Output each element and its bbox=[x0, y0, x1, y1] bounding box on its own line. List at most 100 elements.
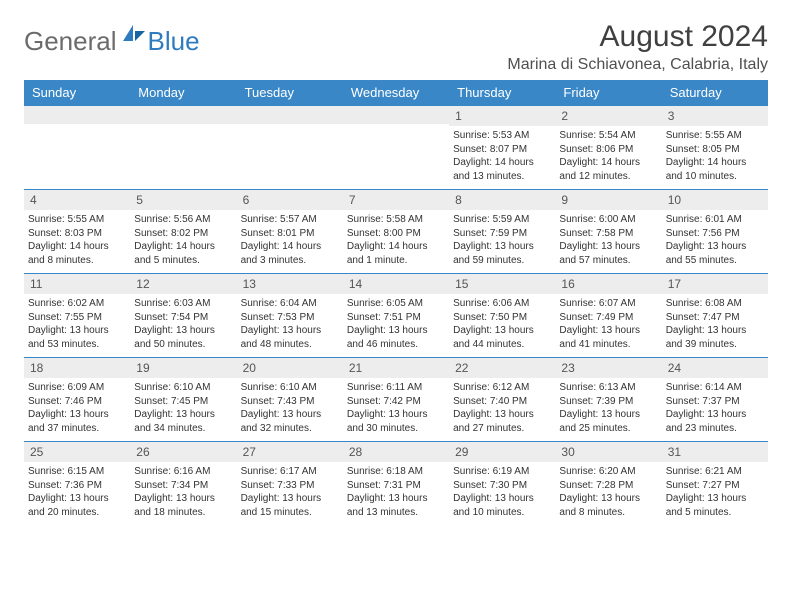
sunrise-text: Sunrise: 5:58 AM bbox=[347, 213, 445, 227]
day-number: 2 bbox=[555, 106, 661, 126]
sunset-text: Sunset: 7:40 PM bbox=[453, 395, 551, 409]
sunrise-text: Sunrise: 6:07 AM bbox=[559, 297, 657, 311]
calendar-week-row: 11Sunrise: 6:02 AMSunset: 7:55 PMDayligh… bbox=[24, 274, 768, 358]
daylight-text: Daylight: 13 hours and 44 minutes. bbox=[453, 324, 551, 351]
day-number: 7 bbox=[343, 190, 449, 210]
sunset-text: Sunset: 7:27 PM bbox=[666, 479, 764, 493]
day-number: 30 bbox=[555, 442, 661, 462]
calendar-day-cell: 20Sunrise: 6:10 AMSunset: 7:43 PMDayligh… bbox=[237, 358, 343, 442]
calendar-day-cell: 11Sunrise: 6:02 AMSunset: 7:55 PMDayligh… bbox=[24, 274, 130, 358]
day-number bbox=[343, 106, 449, 124]
sunrise-text: Sunrise: 6:21 AM bbox=[666, 465, 764, 479]
day-body: Sunrise: 6:15 AMSunset: 7:36 PMDaylight:… bbox=[24, 462, 130, 525]
sunset-text: Sunset: 7:58 PM bbox=[559, 227, 657, 241]
sunrise-text: Sunrise: 6:02 AM bbox=[28, 297, 126, 311]
sunrise-text: Sunrise: 5:55 AM bbox=[28, 213, 126, 227]
day-header: Tuesday bbox=[237, 80, 343, 106]
day-number: 10 bbox=[662, 190, 768, 210]
daylight-text: Daylight: 13 hours and 59 minutes. bbox=[453, 240, 551, 267]
day-body: Sunrise: 6:08 AMSunset: 7:47 PMDaylight:… bbox=[662, 294, 768, 357]
day-body: Sunrise: 6:18 AMSunset: 7:31 PMDaylight:… bbox=[343, 462, 449, 525]
calendar-day-cell: 27Sunrise: 6:17 AMSunset: 7:33 PMDayligh… bbox=[237, 442, 343, 526]
sunset-text: Sunset: 7:55 PM bbox=[28, 311, 126, 325]
daylight-text: Daylight: 13 hours and 20 minutes. bbox=[28, 492, 126, 519]
sunrise-text: Sunrise: 6:08 AM bbox=[666, 297, 764, 311]
sunrise-text: Sunrise: 6:20 AM bbox=[559, 465, 657, 479]
calendar-day-cell: 4Sunrise: 5:55 AMSunset: 8:03 PMDaylight… bbox=[24, 190, 130, 274]
calendar-day-cell: 7Sunrise: 5:58 AMSunset: 8:00 PMDaylight… bbox=[343, 190, 449, 274]
daylight-text: Daylight: 13 hours and 10 minutes. bbox=[453, 492, 551, 519]
sunset-text: Sunset: 7:34 PM bbox=[134, 479, 232, 493]
calendar-day-cell: 24Sunrise: 6:14 AMSunset: 7:37 PMDayligh… bbox=[662, 358, 768, 442]
day-body: Sunrise: 6:12 AMSunset: 7:40 PMDaylight:… bbox=[449, 378, 555, 441]
daylight-text: Daylight: 13 hours and 23 minutes. bbox=[666, 408, 764, 435]
day-body: Sunrise: 5:55 AMSunset: 8:03 PMDaylight:… bbox=[24, 210, 130, 273]
day-header: Sunday bbox=[24, 80, 130, 106]
day-number: 11 bbox=[24, 274, 130, 294]
daylight-text: Daylight: 13 hours and 53 minutes. bbox=[28, 324, 126, 351]
sunset-text: Sunset: 7:37 PM bbox=[666, 395, 764, 409]
day-number: 13 bbox=[237, 274, 343, 294]
day-body: Sunrise: 5:57 AMSunset: 8:01 PMDaylight:… bbox=[237, 210, 343, 273]
day-body: Sunrise: 6:01 AMSunset: 7:56 PMDaylight:… bbox=[662, 210, 768, 273]
calendar-day-cell: 10Sunrise: 6:01 AMSunset: 7:56 PMDayligh… bbox=[662, 190, 768, 274]
calendar-week-row: 18Sunrise: 6:09 AMSunset: 7:46 PMDayligh… bbox=[24, 358, 768, 442]
day-number: 1 bbox=[449, 106, 555, 126]
calendar-day-cell: 14Sunrise: 6:05 AMSunset: 7:51 PMDayligh… bbox=[343, 274, 449, 358]
day-number: 27 bbox=[237, 442, 343, 462]
logo-sail-icon bbox=[121, 23, 147, 50]
daylight-text: Daylight: 13 hours and 30 minutes. bbox=[347, 408, 445, 435]
day-number: 8 bbox=[449, 190, 555, 210]
calendar-day-cell: 21Sunrise: 6:11 AMSunset: 7:42 PMDayligh… bbox=[343, 358, 449, 442]
calendar-day-cell: 25Sunrise: 6:15 AMSunset: 7:36 PMDayligh… bbox=[24, 442, 130, 526]
day-number bbox=[24, 106, 130, 124]
calendar-day-cell bbox=[343, 106, 449, 190]
day-number: 20 bbox=[237, 358, 343, 378]
day-header: Saturday bbox=[662, 80, 768, 106]
calendar-day-cell: 28Sunrise: 6:18 AMSunset: 7:31 PMDayligh… bbox=[343, 442, 449, 526]
calendar-day-cell bbox=[237, 106, 343, 190]
day-body: Sunrise: 6:10 AMSunset: 7:43 PMDaylight:… bbox=[237, 378, 343, 441]
daylight-text: Daylight: 14 hours and 12 minutes. bbox=[559, 156, 657, 183]
day-body bbox=[130, 124, 236, 180]
day-number: 9 bbox=[555, 190, 661, 210]
day-body bbox=[343, 124, 449, 180]
day-body: Sunrise: 6:09 AMSunset: 7:46 PMDaylight:… bbox=[24, 378, 130, 441]
day-body: Sunrise: 5:59 AMSunset: 7:59 PMDaylight:… bbox=[449, 210, 555, 273]
day-body: Sunrise: 6:21 AMSunset: 7:27 PMDaylight:… bbox=[662, 462, 768, 525]
calendar-day-cell: 17Sunrise: 6:08 AMSunset: 7:47 PMDayligh… bbox=[662, 274, 768, 358]
daylight-text: Daylight: 13 hours and 55 minutes. bbox=[666, 240, 764, 267]
sunset-text: Sunset: 7:54 PM bbox=[134, 311, 232, 325]
calendar-week-row: 1Sunrise: 5:53 AMSunset: 8:07 PMDaylight… bbox=[24, 106, 768, 190]
sunset-text: Sunset: 8:07 PM bbox=[453, 143, 551, 157]
sunrise-text: Sunrise: 6:10 AM bbox=[134, 381, 232, 395]
day-number: 21 bbox=[343, 358, 449, 378]
day-number: 6 bbox=[237, 190, 343, 210]
sunrise-text: Sunrise: 6:15 AM bbox=[28, 465, 126, 479]
day-body: Sunrise: 6:16 AMSunset: 7:34 PMDaylight:… bbox=[130, 462, 236, 525]
calendar-day-cell: 30Sunrise: 6:20 AMSunset: 7:28 PMDayligh… bbox=[555, 442, 661, 526]
calendar-body: 1Sunrise: 5:53 AMSunset: 8:07 PMDaylight… bbox=[24, 106, 768, 526]
day-body: Sunrise: 6:19 AMSunset: 7:30 PMDaylight:… bbox=[449, 462, 555, 525]
day-number: 16 bbox=[555, 274, 661, 294]
sunset-text: Sunset: 8:05 PM bbox=[666, 143, 764, 157]
sunrise-text: Sunrise: 6:06 AM bbox=[453, 297, 551, 311]
calendar-day-cell: 22Sunrise: 6:12 AMSunset: 7:40 PMDayligh… bbox=[449, 358, 555, 442]
day-body: Sunrise: 6:02 AMSunset: 7:55 PMDaylight:… bbox=[24, 294, 130, 357]
sunrise-text: Sunrise: 6:19 AM bbox=[453, 465, 551, 479]
daylight-text: Daylight: 13 hours and 41 minutes. bbox=[559, 324, 657, 351]
calendar-day-cell: 26Sunrise: 6:16 AMSunset: 7:34 PMDayligh… bbox=[130, 442, 236, 526]
sunset-text: Sunset: 7:56 PM bbox=[666, 227, 764, 241]
day-number: 25 bbox=[24, 442, 130, 462]
day-number: 12 bbox=[130, 274, 236, 294]
sunset-text: Sunset: 7:43 PM bbox=[241, 395, 339, 409]
day-number: 3 bbox=[662, 106, 768, 126]
daylight-text: Daylight: 14 hours and 8 minutes. bbox=[28, 240, 126, 267]
sunrise-text: Sunrise: 6:10 AM bbox=[241, 381, 339, 395]
calendar-day-cell: 31Sunrise: 6:21 AMSunset: 7:27 PMDayligh… bbox=[662, 442, 768, 526]
sunset-text: Sunset: 7:31 PM bbox=[347, 479, 445, 493]
calendar-day-cell: 6Sunrise: 5:57 AMSunset: 8:01 PMDaylight… bbox=[237, 190, 343, 274]
sunrise-text: Sunrise: 6:12 AM bbox=[453, 381, 551, 395]
day-number bbox=[130, 106, 236, 124]
sunset-text: Sunset: 8:00 PM bbox=[347, 227, 445, 241]
